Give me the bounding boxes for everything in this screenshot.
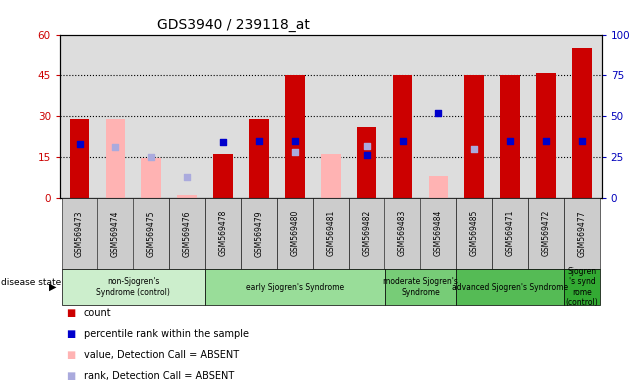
Text: non-Sjogren's
Syndrome (control): non-Sjogren's Syndrome (control) (96, 277, 170, 297)
Point (541, 137, 551, 144)
Text: GSM569472: GSM569472 (542, 210, 551, 257)
Point (398, 137, 408, 144)
Text: GSM569482: GSM569482 (362, 210, 371, 257)
Bar (428, 176, 449, 198)
Text: ■: ■ (66, 308, 76, 318)
Point (110, 144, 120, 150)
Bar (536, 73, 556, 198)
Text: GSM569480: GSM569480 (290, 210, 299, 257)
Point (146, 154, 156, 160)
Point (469, 146, 479, 152)
Text: rank, Detection Call = ABSENT: rank, Detection Call = ABSENT (84, 371, 234, 381)
Text: GSM569485: GSM569485 (470, 210, 479, 257)
Text: GSM569484: GSM569484 (434, 210, 443, 257)
Text: ■: ■ (66, 350, 76, 360)
Point (290, 149, 300, 155)
Bar (178, 195, 197, 198)
Point (182, 174, 192, 180)
Text: early Sjogren's Syndrome: early Sjogren's Syndrome (246, 283, 344, 291)
Bar (106, 119, 125, 198)
Point (254, 137, 264, 144)
Bar (142, 158, 161, 198)
Bar (392, 75, 413, 198)
Bar (572, 48, 592, 198)
Text: disease state: disease state (1, 278, 62, 287)
Text: GDS3940 / 239118_at: GDS3940 / 239118_at (158, 18, 310, 32)
Point (362, 152, 372, 159)
Text: GSM569474: GSM569474 (111, 210, 120, 257)
Bar (213, 154, 233, 198)
Text: count: count (84, 308, 112, 318)
Text: GSM569476: GSM569476 (183, 210, 192, 257)
Text: Sjogren
's synd
rome
(control): Sjogren 's synd rome (control) (566, 267, 598, 307)
Point (362, 142, 372, 149)
Text: percentile rank within the sample: percentile rank within the sample (84, 329, 249, 339)
Point (218, 139, 228, 146)
Point (74, 141, 84, 147)
Text: advanced Sjogren's Syndrome: advanced Sjogren's Syndrome (452, 283, 568, 291)
Text: GSM569479: GSM569479 (255, 210, 263, 257)
Point (433, 110, 444, 116)
Text: GSM569475: GSM569475 (147, 210, 156, 257)
Text: ■: ■ (66, 329, 76, 339)
Text: moderate Sjogren's
Syndrome: moderate Sjogren's Syndrome (383, 277, 458, 297)
Bar (70, 119, 89, 198)
Bar (464, 75, 484, 198)
Bar (357, 127, 377, 198)
Bar (249, 119, 269, 198)
Point (290, 137, 300, 144)
Text: GSM569471: GSM569471 (506, 210, 515, 257)
Text: GSM569478: GSM569478 (219, 210, 227, 257)
Text: ■: ■ (66, 371, 76, 381)
Text: GSM569481: GSM569481 (326, 210, 335, 257)
Bar (321, 154, 341, 198)
Point (577, 137, 587, 144)
Text: ▶: ▶ (49, 282, 57, 292)
Bar (285, 75, 305, 198)
Text: GSM569483: GSM569483 (398, 210, 407, 257)
Bar (500, 75, 520, 198)
Text: value, Detection Call = ABSENT: value, Detection Call = ABSENT (84, 350, 239, 360)
Point (505, 137, 515, 144)
Text: GSM569477: GSM569477 (578, 210, 587, 257)
Text: GSM569473: GSM569473 (75, 210, 84, 257)
